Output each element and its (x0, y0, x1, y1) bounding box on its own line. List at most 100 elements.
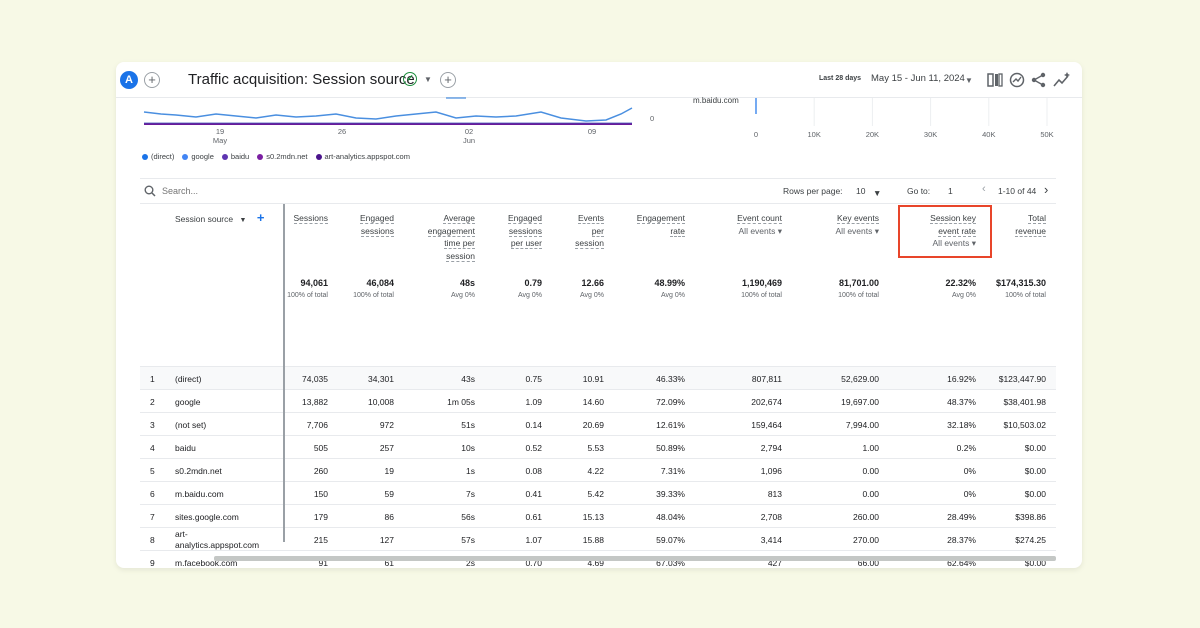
row-cell: 1.09 (525, 397, 542, 407)
column-header-filter[interactable]: All events ▾ (738, 225, 782, 236)
row-cell: 2,708 (760, 512, 782, 522)
row-cell: 59 (384, 489, 394, 499)
row-index: 1 (150, 374, 155, 384)
column-header[interactable]: Event count All events ▾ (702, 212, 782, 237)
legend-item[interactable]: (direct) (142, 152, 174, 161)
row-cell: 4.22 (587, 466, 604, 476)
column-header[interactable]: Events per session (524, 212, 604, 250)
column-total: 12.66 (581, 278, 604, 288)
add-button[interactable]: + (440, 72, 456, 88)
column-header-text: Sessions (293, 213, 328, 224)
legend-item[interactable]: s0.2mdn.net (257, 152, 308, 161)
legend-dot-icon (257, 154, 264, 161)
row-cell: $0.00 (1024, 489, 1046, 499)
rows-per-page-chevron-icon[interactable]: ▼ (873, 188, 882, 198)
dimension-chevron-icon[interactable]: ▼ (239, 217, 247, 224)
row-cell: 52,629.00 (841, 374, 879, 384)
row-index: 5 (150, 466, 155, 476)
rows-per-page-select[interactable]: 10 (856, 186, 866, 196)
column-total-percent: 100% of total (741, 292, 782, 299)
legend-item[interactable]: baidu (221, 152, 249, 161)
goto-input[interactable]: 1 (948, 186, 953, 196)
table-row[interactable]: 4 baidu 505 257 10s 0.52 5.53 50.89% 2,794 1.00 0.… (140, 435, 1056, 458)
column-header[interactable]: Total revenue (966, 212, 1046, 237)
row-cell: 2,794 (760, 443, 782, 453)
column-header-filter[interactable]: All events ▾ (835, 225, 879, 236)
row-cell: 46.33% (656, 374, 685, 384)
column-header[interactable]: Engaged sessions per user (462, 212, 542, 250)
column-total: 81,701.00 (838, 278, 879, 288)
column-header[interactable]: Session key event rate All events ▾ (896, 212, 976, 250)
row-cell: 91 (318, 558, 328, 568)
row-cell: 215 (313, 535, 328, 545)
bar-x-tick-label: 0 (754, 130, 758, 139)
share-icon[interactable] (1030, 71, 1048, 89)
goto-label: Go to: (907, 186, 931, 196)
add-dimension-icon[interactable]: + (256, 210, 265, 225)
row-source: art- analytics.appspot.com (175, 529, 260, 550)
search-input[interactable] (162, 186, 312, 196)
horizontal-scrollbar[interactable] (214, 556, 1056, 561)
column-divider (283, 204, 285, 542)
column-total-percent: 100% of total (1005, 292, 1046, 299)
column-header[interactable]: Engagement rate (605, 212, 685, 237)
column-header[interactable]: Engaged sessions (314, 212, 394, 237)
line-x-tick-month: Jun (463, 136, 475, 145)
row-cell: 0% (963, 489, 976, 499)
column-total: 1,190,469 (741, 278, 782, 288)
row-cell: 19 (384, 466, 394, 476)
row-cell: 7s (466, 489, 475, 499)
insights-icon[interactable] (1008, 71, 1026, 89)
row-cell: 72.09% (656, 397, 685, 407)
row-cell: 0.14 (525, 420, 542, 430)
table-row[interactable]: 9 m.facebook.com 91 61 2s 0.70 4.69 67.03% 427 66… (140, 550, 1056, 568)
column-header-text: engagement (427, 225, 475, 237)
search-icon[interactable] (144, 185, 156, 197)
table-row[interactable]: 5 s0.2mdn.net 260 19 1s 0.08 4.22 7.31% 1,096 0.0… (140, 458, 1056, 481)
table-row[interactable]: 6 m.baidu.com 150 59 7s 0.41 5.42 39.33% 813 0.00… (140, 481, 1056, 504)
row-cell: 5.53 (587, 443, 604, 453)
row-cell: 14.60 (582, 397, 604, 407)
column-header-text: sessions (360, 225, 394, 237)
legend-item[interactable]: art-analytics.appspot.com (315, 152, 410, 161)
column-total: $174,315.30 (995, 278, 1046, 288)
row-cell: 813 (767, 489, 782, 499)
avatar[interactable]: A (120, 71, 138, 89)
table-row[interactable]: 3 (not set) 7,706 972 51s 0.14 20.69 12.61% 159,… (140, 412, 1056, 435)
compare-icon[interactable] (986, 71, 1004, 89)
column-header-text: time per (444, 238, 475, 249)
table-row[interactable]: 2 google 13,882 10,008 1m 05s 1.09 14.60 72.09%… (140, 389, 1056, 412)
legend-item[interactable]: google (182, 152, 214, 161)
next-page-icon[interactable]: › (1044, 182, 1049, 197)
trend-icon[interactable] (1053, 71, 1071, 89)
column-header[interactable]: Average engagement time per session (395, 212, 475, 262)
dimension-header[interactable]: Session source ▼ + (175, 210, 265, 225)
column-header[interactable]: Sessions (248, 212, 328, 225)
table-row[interactable]: 7 sites.google.com 179 86 56s 0.61 15.13 48.04%… (140, 504, 1056, 527)
column-header-filter[interactable]: All events ▾ (932, 238, 976, 248)
add-comparison-button[interactable]: + (144, 72, 160, 88)
table-row[interactable]: 1 (direct) 74,035 34,301 43s 0.75 10.91 46.33% 8… (140, 366, 1056, 389)
date-range-chevron-icon[interactable]: ▼ (965, 76, 973, 85)
chart-legend: (direct) google baidu s0.2mdn.net art-analyt… (142, 152, 410, 161)
bar-x-tick-label: 30K (924, 130, 937, 139)
row-cell: 202,674 (751, 397, 782, 407)
line-x-tick-label: 19 (216, 127, 224, 136)
column-total: 48.99% (654, 278, 685, 288)
row-source: (direct) (175, 374, 202, 384)
column-header-text: Events (578, 213, 604, 224)
legend-dot-icon (182, 154, 189, 161)
rows-per-page-label: Rows per page: (783, 186, 843, 196)
date-range-picker[interactable]: May 15 - Jun 11, 2024 (871, 73, 965, 84)
column-header[interactable]: Key events All events ▾ (799, 212, 879, 237)
bar-x-tick-label: 20K (866, 130, 879, 139)
chevron-down-icon[interactable]: ▼ (424, 75, 432, 84)
row-cell: 3,414 (760, 535, 782, 545)
column-total-percent: 100% of total (287, 292, 328, 299)
table-row[interactable]: 8 art- analytics.appspot.com 215 127 57s 1.07… (140, 527, 1056, 550)
column-header-text: per (591, 225, 604, 237)
legend-label: (direct) (151, 152, 175, 161)
prev-page-icon[interactable]: ‹ (982, 183, 986, 195)
column-total: 0.79 (524, 278, 542, 288)
